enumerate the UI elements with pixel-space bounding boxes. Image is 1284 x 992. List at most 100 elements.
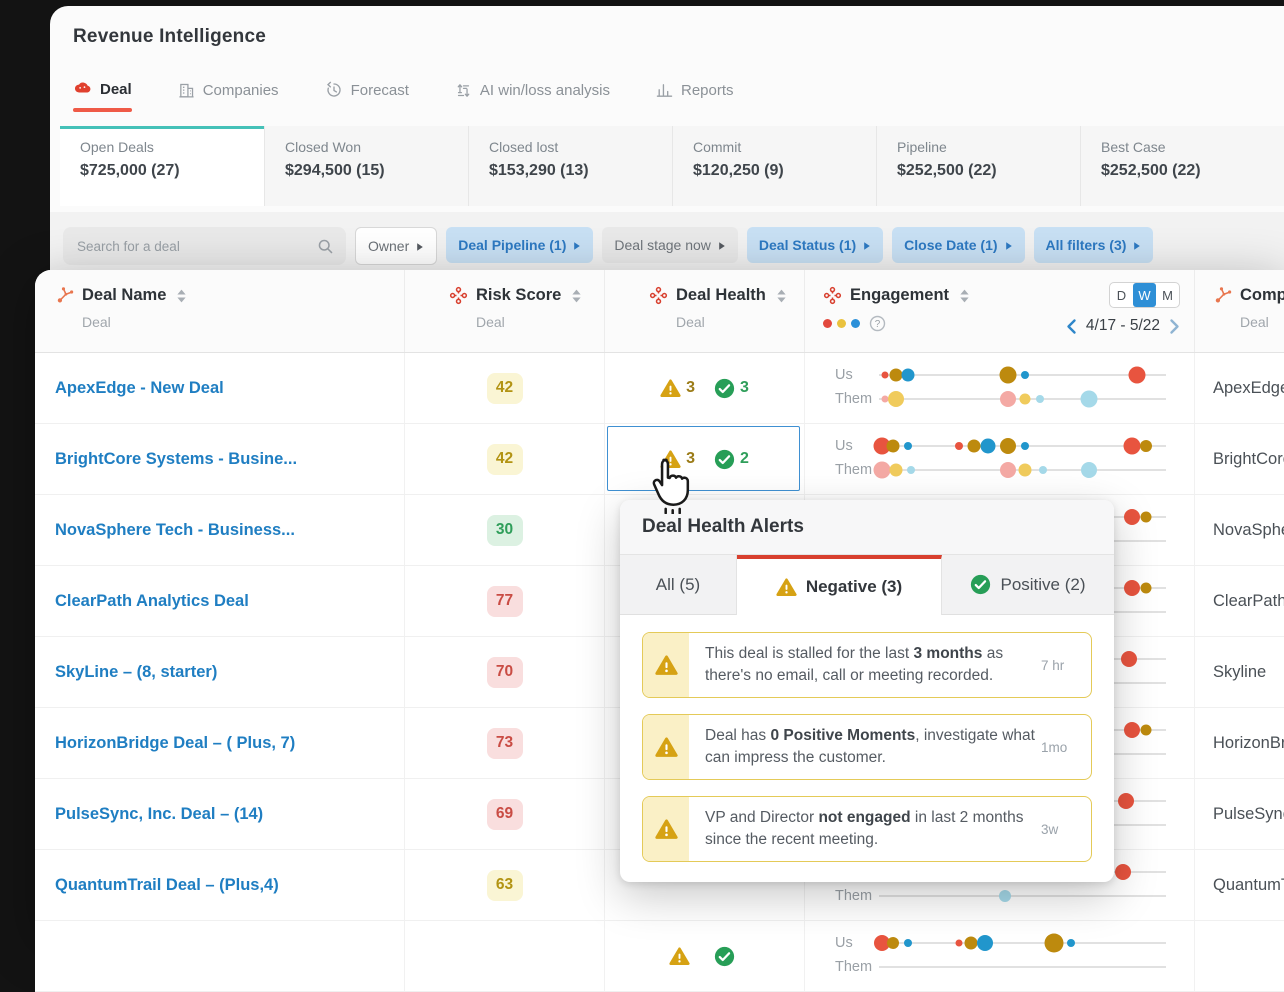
company-name: ClearPath — [1213, 591, 1284, 610]
company-name: NovaSphere — [1213, 520, 1284, 539]
summary-card[interactable]: Open Deals $725,000 (27) — [60, 126, 264, 206]
column-subtitle: Deal — [676, 314, 705, 330]
engagement-cell[interactable]: Us Them — [805, 921, 1195, 991]
deal-health-cell[interactable]: 3 2 — [605, 424, 805, 494]
warning-icon — [654, 818, 678, 840]
engagement-dot — [1114, 864, 1131, 880]
legend-dot-yellow — [837, 319, 846, 328]
search-input[interactable] — [75, 237, 317, 255]
filter-button-label: Deal stage now — [614, 237, 711, 253]
engagement-dot — [999, 890, 1012, 902]
risk-score-cell: 69 — [405, 779, 605, 849]
engagement-dot — [888, 391, 905, 407]
engagement-us-track — [873, 437, 1166, 455]
filter-button-deal-status-1-[interactable]: Deal Status (1) — [746, 227, 884, 263]
alert-age: 1mo — [1041, 739, 1068, 755]
summary-card[interactable]: Closed lost $153,290 (13) — [468, 126, 672, 206]
warning-icon — [660, 449, 681, 469]
popup-tab-all-5-[interactable]: All (5) — [620, 555, 737, 615]
deal-name-link[interactable]: BrightCore Systems - Busine... — [55, 449, 298, 468]
engagement-dot — [881, 395, 889, 403]
engagement-us-label: Us — [835, 367, 853, 383]
deal-health-cell[interactable] — [605, 850, 805, 920]
alert-stripe — [643, 715, 689, 779]
summary-card-label: Closed Won — [285, 139, 362, 155]
filter-button-deal-stage-now[interactable]: Deal stage now — [602, 227, 738, 263]
deal-name-cell: PulseSync, Inc. Deal – (14) — [35, 779, 405, 849]
summary-card[interactable]: Commit $120,250 (9) — [672, 126, 876, 206]
engagement-dot — [1035, 395, 1044, 403]
nav-tab-forecast[interactable]: Forecast — [325, 81, 409, 112]
filter-button-deal-pipeline-1-[interactable]: Deal Pipeline (1) — [446, 227, 594, 263]
engagement-dot — [903, 939, 912, 947]
alert-stripe — [643, 633, 689, 697]
caret-right-icon — [1133, 241, 1141, 251]
engagement-dot — [906, 466, 915, 474]
filter-button-owner[interactable]: Owner — [355, 227, 438, 265]
summary-card-value: $294,500 (15) — [285, 162, 385, 179]
period-option-m[interactable]: M — [1162, 287, 1173, 303]
page-title: Revenue Intelligence — [73, 26, 267, 47]
nav-tab-companies[interactable]: Companies — [178, 82, 279, 112]
alert-card: VP and Director not engaged in last 2 mo… — [642, 796, 1092, 862]
column-header-deal-health[interactable]: Deal Health Deal — [605, 270, 805, 352]
summary-cards-row: Open Deals $725,000 (27) Closed Won $294… — [60, 126, 1284, 206]
engagement-them-track — [879, 966, 1166, 968]
filter-button-close-date-1-[interactable]: Close Date (1) — [892, 227, 1025, 263]
alert-age: 3w — [1041, 821, 1059, 837]
company-cell: HorizonBridge — [1195, 708, 1284, 778]
popup-tab-negative-3-[interactable]: Negative (3) — [737, 555, 942, 615]
deal-name-cell: BrightCore Systems - Busine... — [35, 424, 405, 494]
engagement-them-track — [873, 461, 1166, 479]
engagement-dot — [955, 939, 963, 947]
deal-name-cell: SkyLine – (8, starter) — [35, 637, 405, 707]
sort-icon[interactable] — [176, 288, 187, 304]
deal-name-link[interactable]: NovaSphere Tech - Business... — [55, 520, 295, 539]
chevron-right-icon[interactable] — [1169, 318, 1180, 335]
sort-icon[interactable] — [959, 288, 970, 304]
period-option-w[interactable]: W — [1133, 283, 1156, 307]
nav-tab-reports[interactable]: Reports — [656, 82, 734, 112]
deal-health-cell[interactable]: 3 3 — [605, 353, 805, 423]
engagement-dot — [1044, 933, 1064, 953]
nav-tab-ai-win-loss-analysis[interactable]: AI win/loss analysis — [455, 82, 610, 112]
summary-card[interactable]: Pipeline $252,500 (22) — [876, 126, 1080, 206]
deal-name-link[interactable]: ApexEdge - New Deal — [55, 378, 224, 397]
engagement-cell[interactable]: Us Them — [805, 353, 1195, 423]
summary-card[interactable]: Closed Won $294,500 (15) — [264, 126, 468, 206]
column-header-deal-name[interactable]: Deal Name Deal — [35, 270, 405, 352]
reports-icon — [656, 82, 673, 99]
popup-tab-label: Positive (2) — [1000, 574, 1086, 594]
company-cell: ClearPath — [1195, 566, 1284, 636]
filter-button-label: Owner — [368, 238, 410, 254]
alert-stripe — [643, 797, 689, 861]
risk-score-cell — [405, 921, 605, 991]
risk-score-cell: 42 — [405, 424, 605, 494]
popup-tab-positive-2-[interactable]: Positive (2) — [942, 555, 1114, 615]
deal-name-link[interactable]: HorizonBridge Deal – ( Plus, 7) — [55, 733, 296, 752]
column-header-risk-score[interactable]: Risk Score Deal — [405, 270, 605, 352]
top-panel: Revenue Intelligence Deal Companies Fore… — [50, 6, 1284, 280]
sort-icon[interactable] — [571, 288, 582, 304]
engagement-cell[interactable]: Us Them — [805, 424, 1195, 494]
chevron-left-icon[interactable] — [1066, 318, 1077, 335]
help-icon[interactable]: ? — [869, 315, 886, 332]
engagement-us-track — [873, 933, 1166, 953]
risk-score-cell: 70 — [405, 637, 605, 707]
deal-health-cell[interactable] — [605, 921, 805, 991]
deal-name-link[interactable]: QuantumTrail Deal – (Plus,4) — [55, 875, 279, 894]
nav-tab-deal[interactable]: Deal — [73, 80, 132, 112]
summary-card[interactable]: Best Case $252,500 (22) — [1080, 126, 1284, 206]
period-option-d[interactable]: D — [1116, 287, 1127, 303]
risk-score-badge: 30 — [486, 514, 523, 546]
engagement-dot — [901, 368, 915, 382]
deal-name-link[interactable]: SkyLine – (8, starter) — [55, 662, 218, 681]
sort-icon[interactable] — [776, 288, 787, 304]
deal-name-link[interactable]: PulseSync, Inc. Deal – (14) — [55, 804, 264, 823]
summary-card-label: Commit — [693, 139, 742, 155]
column-header-company[interactable]: Company Deal — [1195, 270, 1284, 352]
deal-search[interactable] — [63, 227, 346, 265]
deal-name-link[interactable]: ClearPath Analytics Deal — [55, 591, 249, 610]
filter-button-all-filters-3-[interactable]: All filters (3) — [1033, 227, 1154, 263]
